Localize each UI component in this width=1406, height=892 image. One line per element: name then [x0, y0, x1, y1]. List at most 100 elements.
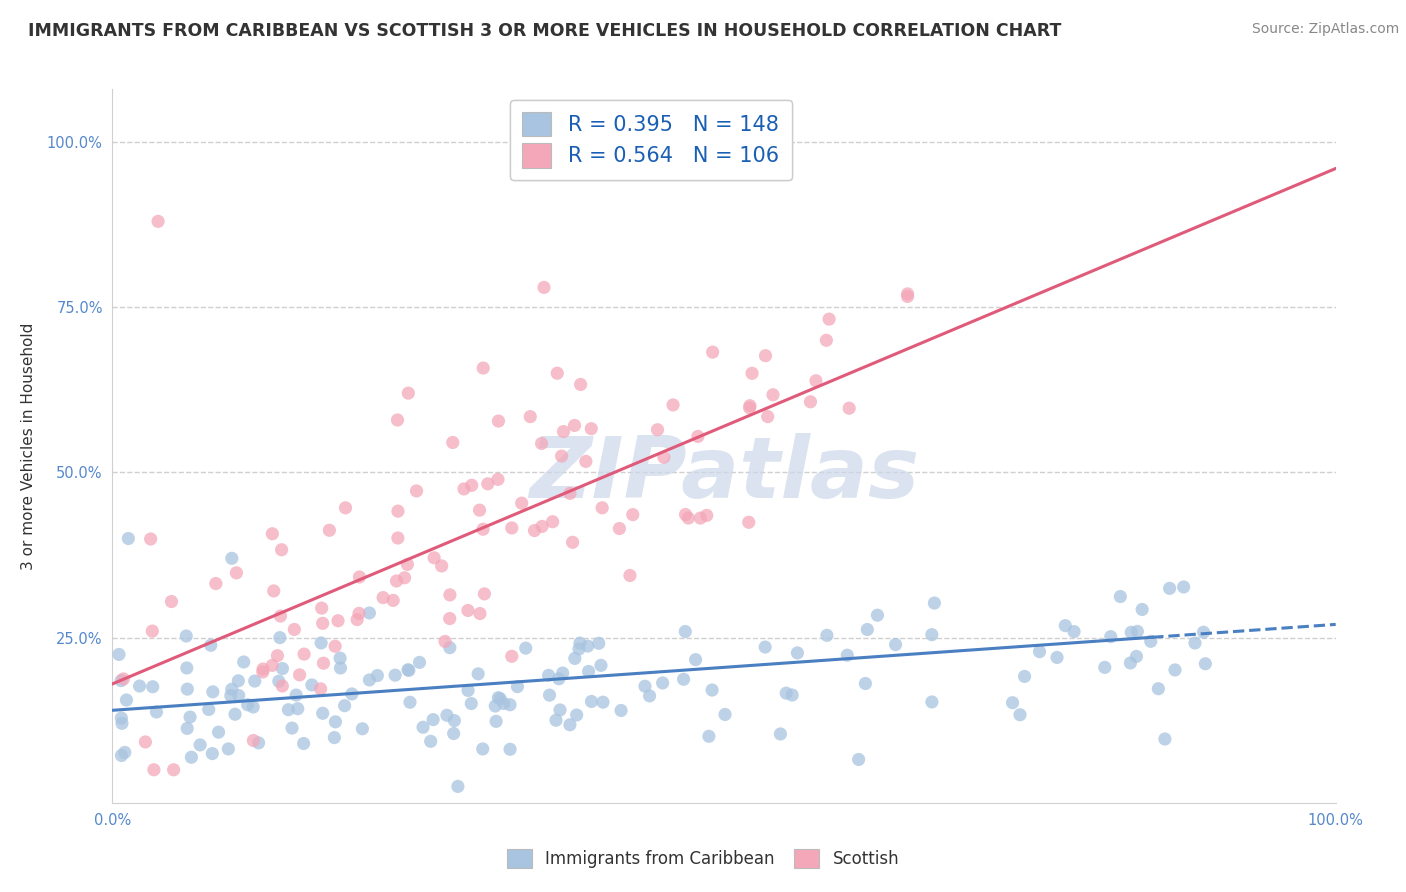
Point — [221, 551, 243, 566]
Point — [697, 729, 720, 743]
Point — [506, 680, 529, 694]
Point — [510, 496, 533, 510]
Point — [141, 624, 163, 639]
Point — [564, 651, 586, 665]
Point — [323, 731, 346, 745]
Point — [201, 685, 224, 699]
Point — [309, 636, 332, 650]
Point — [461, 478, 484, 492]
Point — [1054, 618, 1077, 632]
Point — [638, 689, 661, 703]
Point — [142, 763, 165, 777]
Point — [382, 593, 405, 607]
Point — [780, 688, 803, 702]
Point — [468, 607, 491, 621]
Point — [1094, 660, 1116, 674]
Point — [457, 683, 479, 698]
Point — [856, 623, 879, 637]
Point — [460, 697, 482, 711]
Point — [467, 666, 489, 681]
Point — [884, 638, 907, 652]
Point — [1063, 624, 1085, 639]
Point — [267, 674, 290, 689]
Point — [1121, 625, 1143, 640]
Point — [538, 688, 561, 702]
Point — [340, 687, 363, 701]
Point — [541, 515, 564, 529]
Point — [221, 682, 243, 697]
Text: ZIPatlas: ZIPatlas — [529, 433, 920, 516]
Point — [558, 718, 581, 732]
Point — [533, 280, 555, 294]
Point — [398, 664, 420, 678]
Point — [252, 662, 274, 676]
Point — [1192, 625, 1215, 640]
Point — [548, 703, 571, 717]
Point — [738, 401, 761, 415]
Point — [329, 651, 352, 665]
Point — [346, 613, 368, 627]
Point — [228, 673, 250, 688]
Point — [1154, 731, 1177, 746]
Point — [488, 414, 510, 428]
Point — [128, 679, 150, 693]
Point — [568, 642, 591, 657]
Point — [523, 524, 546, 538]
Point — [333, 698, 356, 713]
Point — [262, 658, 284, 673]
Point — [115, 693, 138, 707]
Point — [815, 333, 838, 347]
Point — [176, 661, 198, 675]
Point — [553, 425, 575, 439]
Point — [786, 646, 808, 660]
Point — [550, 449, 572, 463]
Point — [349, 570, 371, 584]
Point — [263, 583, 285, 598]
Point — [1001, 696, 1024, 710]
Point — [815, 628, 838, 642]
Point — [269, 609, 291, 624]
Point — [700, 683, 723, 698]
Point — [114, 746, 136, 760]
Point — [180, 750, 202, 764]
Point — [266, 648, 288, 663]
Point — [1164, 663, 1187, 677]
Point — [558, 486, 581, 500]
Point — [436, 708, 458, 723]
Point — [312, 616, 335, 631]
Text: IMMIGRANTS FROM CARIBBEAN VS SCOTTISH 3 OR MORE VEHICLES IN HOUSEHOLD CORRELATIO: IMMIGRANTS FROM CARIBBEAN VS SCOTTISH 3 … — [28, 22, 1062, 40]
Point — [396, 386, 419, 401]
Point — [430, 558, 453, 573]
Point — [1014, 669, 1036, 683]
Point — [775, 686, 797, 700]
Point — [686, 429, 709, 443]
Point — [176, 722, 198, 736]
Point — [855, 676, 877, 690]
Point — [866, 608, 889, 623]
Point — [672, 673, 695, 687]
Point — [1173, 580, 1195, 594]
Point — [501, 649, 523, 664]
Point — [288, 668, 311, 682]
Point — [312, 657, 335, 671]
Point — [1028, 645, 1050, 659]
Point — [1184, 636, 1206, 650]
Point — [232, 655, 254, 669]
Point — [207, 725, 229, 739]
Point — [384, 668, 406, 682]
Point — [111, 716, 134, 731]
Point — [921, 627, 943, 641]
Point — [804, 374, 827, 388]
Point — [474, 587, 496, 601]
Point — [621, 508, 644, 522]
Point — [335, 500, 357, 515]
Point — [188, 738, 211, 752]
Point — [662, 398, 685, 412]
Point — [551, 666, 574, 681]
Point — [405, 483, 427, 498]
Point — [108, 648, 131, 662]
Point — [738, 516, 761, 530]
Point — [434, 634, 457, 648]
Point — [292, 647, 315, 661]
Point — [443, 714, 465, 728]
